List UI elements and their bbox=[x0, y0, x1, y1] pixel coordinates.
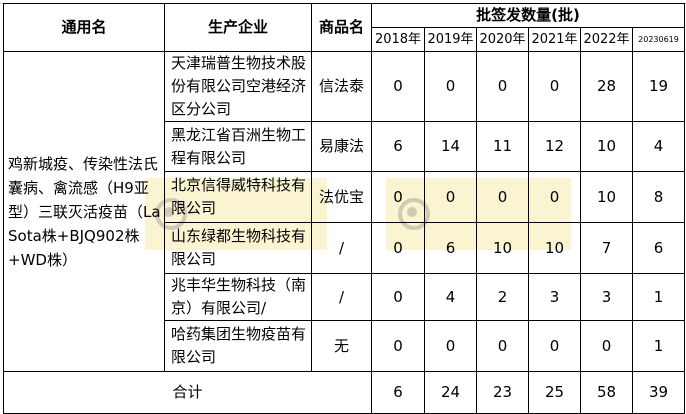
value-cell: 28 bbox=[580, 51, 633, 122]
value-cell: 0 bbox=[424, 320, 477, 372]
header-year: 2022年 bbox=[580, 27, 633, 52]
table-row: 哈药集团生物疫苗有限公司 无 0 0 0 0 0 1 bbox=[4, 320, 685, 372]
value-cell: 10 bbox=[528, 222, 581, 274]
value-cell: 8 bbox=[632, 171, 685, 223]
header-year: 2021年 bbox=[528, 27, 581, 52]
total-label: 合计 bbox=[3, 371, 372, 414]
value-cell: 0 bbox=[371, 171, 425, 223]
value-cell: 6 bbox=[371, 121, 425, 172]
brand-cell: 信法泰 bbox=[311, 51, 372, 122]
value-cell: 14 bbox=[424, 121, 477, 172]
value-cell: 11 bbox=[476, 121, 529, 172]
header-manufacturer: 生产企业 bbox=[164, 3, 312, 52]
brand-cell: 无 bbox=[311, 320, 372, 372]
value-cell: 0 bbox=[371, 320, 425, 372]
header-year: 20230619 bbox=[632, 27, 685, 52]
total-value: 58 bbox=[580, 371, 633, 414]
header-year: 2020年 bbox=[476, 27, 529, 52]
value-cell: 0 bbox=[371, 273, 425, 321]
brand-cell: 易康法 bbox=[311, 121, 372, 172]
manufacturer-cell: 北京信得威特科技有限公司 bbox=[164, 171, 312, 223]
value-cell: 10 bbox=[580, 121, 633, 172]
manufacturer-cell: 哈药集团生物疫苗有限公司 bbox=[164, 320, 312, 372]
value-cell: 0 bbox=[528, 171, 581, 223]
value-cell: 6 bbox=[632, 222, 685, 274]
brand-cell: / bbox=[311, 273, 372, 321]
total-value: 39 bbox=[632, 371, 685, 414]
total-value: 25 bbox=[528, 371, 581, 414]
value-cell: 4 bbox=[424, 273, 477, 321]
header-year: 2018年 bbox=[371, 27, 425, 52]
value-cell: 2 bbox=[476, 273, 529, 321]
value-cell: 0 bbox=[528, 51, 581, 122]
value-cell: 3 bbox=[528, 273, 581, 321]
manufacturer-cell: 天津瑞普生物技术股份有限公司空港经济区分公司 bbox=[164, 51, 312, 122]
value-cell: 0 bbox=[528, 320, 581, 372]
brand-cell: 法优宝 bbox=[311, 171, 372, 223]
total-value: 6 bbox=[371, 371, 425, 414]
value-cell: 0 bbox=[424, 171, 477, 223]
value-cell: 12 bbox=[528, 121, 581, 172]
value-cell: 6 bbox=[424, 222, 477, 274]
header-year: 2019年 bbox=[424, 27, 477, 52]
value-cell: 0 bbox=[424, 51, 477, 122]
total-value: 23 bbox=[476, 371, 529, 414]
value-cell: 0 bbox=[476, 51, 529, 122]
year-header-row: 2018年 2019年 2020年 2021年 2022年 20230619 bbox=[4, 27, 685, 52]
header-row: 通用名 生产企业 商品名 批签发数量(批) bbox=[3, 3, 685, 52]
value-cell: 10 bbox=[580, 171, 633, 223]
value-cell: 7 bbox=[580, 222, 633, 274]
batch-release-table: 通用名 生产企业 商品名 批签发数量(批) 2018年 2019年 2020年 … bbox=[3, 3, 685, 414]
header-batch-count: 批签发数量(批) bbox=[371, 3, 685, 28]
total-value: 24 bbox=[424, 371, 477, 414]
total-row: 合计 6 24 23 25 58 39 bbox=[3, 371, 685, 414]
value-cell: 0 bbox=[371, 222, 425, 274]
manufacturer-cell: 黑龙江省百洲生物工程有限公司 bbox=[164, 121, 312, 172]
table-row: 兆丰华生物科技（南京）有限公司/ / 0 4 2 3 3 1 bbox=[4, 273, 685, 321]
value-cell: 1 bbox=[632, 320, 685, 372]
manufacturer-cell: 兆丰华生物科技（南京）有限公司/ bbox=[164, 273, 312, 321]
value-cell: 0 bbox=[476, 320, 529, 372]
brand-cell: / bbox=[311, 222, 372, 274]
table-row: 鸡新城疫、传染性法氏囊病、禽流感（H9亚型）三联灭活疫苗（La Sota株+BJ… bbox=[3, 51, 685, 372]
value-cell: 19 bbox=[632, 51, 685, 122]
generic-name-cell: 鸡新城疫、传染性法氏囊病、禽流感（H9亚型）三联灭活疫苗（La Sota株+BJ… bbox=[3, 51, 165, 372]
manufacturer-cell: 山东绿都生物科技有限公司 bbox=[164, 222, 312, 274]
value-cell: 10 bbox=[476, 222, 529, 274]
value-cell: 4 bbox=[632, 121, 685, 172]
value-cell: 0 bbox=[371, 51, 425, 122]
value-cell: 1 bbox=[632, 273, 685, 321]
header-brand: 商品名 bbox=[311, 3, 372, 52]
header-generic-name: 通用名 bbox=[3, 3, 165, 52]
value-cell: 0 bbox=[476, 171, 529, 223]
value-cell: 3 bbox=[580, 273, 633, 321]
value-cell: 0 bbox=[580, 320, 633, 372]
table-row: 黑龙江省百洲生物工程有限公司 易康法 6 14 11 12 10 4 bbox=[4, 121, 685, 172]
